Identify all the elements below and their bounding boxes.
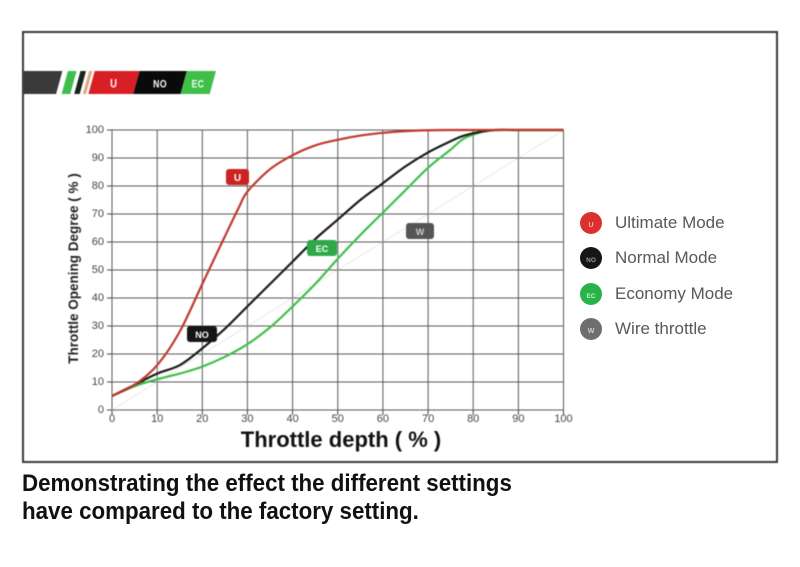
svg-text:EC: EC <box>586 293 595 300</box>
svg-text:NO: NO <box>586 257 596 264</box>
svg-text:Economy Mode: Economy Mode <box>615 284 733 303</box>
svg-text:W: W <box>588 328 595 335</box>
svg-text:Normal Mode: Normal Mode <box>615 248 717 267</box>
svg-text:Wire throttle: Wire throttle <box>615 319 707 338</box>
svg-text:U: U <box>588 222 593 229</box>
svg-text:Ultimate Mode: Ultimate Mode <box>615 213 725 232</box>
